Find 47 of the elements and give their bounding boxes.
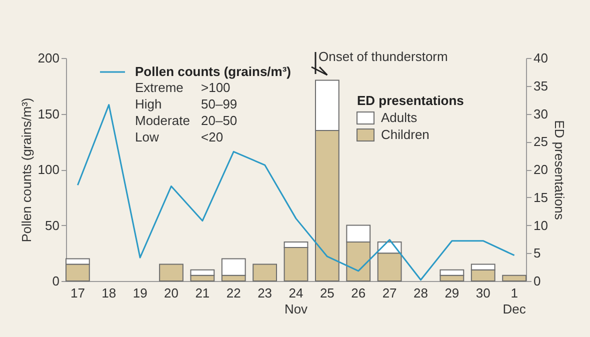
bar: [502, 274, 526, 282]
x-tick-label: 23: [258, 286, 272, 300]
x-tick-label: 26: [351, 286, 366, 300]
y2-tick-label: 40: [534, 50, 548, 66]
x-tick-label: 1 Dec: [502, 286, 526, 316]
y-tick-label: 150: [38, 106, 60, 122]
annotation: <20: [201, 130, 224, 144]
legend-label: Pollen counts (grains/m³): [135, 64, 292, 79]
x-tick-label: 24 Nov: [284, 286, 308, 316]
x-tick-label: 28: [414, 286, 428, 300]
annotation: Low: [135, 130, 160, 144]
legend-label: Adults: [381, 110, 418, 125]
y2-tick-label: 35: [534, 78, 548, 94]
x-tick-label: 20: [164, 286, 178, 300]
bar: [159, 264, 184, 282]
annotation: 50–99: [201, 96, 238, 112]
y2-tick-label: 0: [534, 274, 541, 288]
x-tick-label: 19: [132, 286, 148, 300]
legend-title: ED presentations: [357, 93, 464, 108]
y-tick-label: 200: [38, 50, 60, 66]
x-tick-label: 21: [195, 286, 210, 300]
x-tick-label: 18: [102, 286, 116, 300]
annotation: Extreme: [135, 80, 184, 95]
y2-tick-label: 10: [534, 218, 548, 233]
x-tick-label: 17: [70, 286, 85, 300]
annotation: High: [135, 96, 162, 112]
legend-label: Children: [381, 127, 430, 142]
x-tick-label: 22: [226, 286, 241, 300]
annotation: Moderate: [135, 113, 190, 128]
y2-tick-label: 25: [534, 134, 548, 150]
y2-tick-label: 30: [534, 106, 548, 122]
y2-tick-label: 20: [534, 162, 548, 177]
y2-tick-label: 15: [534, 190, 548, 205]
annotation: 20–50: [201, 113, 238, 128]
bar: [252, 264, 278, 282]
y2-tick-label: 5: [534, 246, 541, 261]
annotation: >100: [201, 80, 230, 95]
y-tick-label: 0: [52, 274, 60, 288]
y-tick-label: 50: [45, 218, 60, 233]
x-tick-label: 30: [476, 286, 490, 300]
x-tick-label: 27: [382, 286, 397, 300]
y-axis-title: Pollen counts (grains/m³): [18, 98, 34, 242]
x-tick-label: 25: [320, 286, 334, 300]
x-tick-label: 29: [444, 286, 460, 300]
ref-line-label: Onset of thunderstorm: [318, 49, 448, 64]
y2-axis-title: ED presentations: [552, 120, 567, 220]
y-tick-label: 100: [38, 162, 60, 177]
